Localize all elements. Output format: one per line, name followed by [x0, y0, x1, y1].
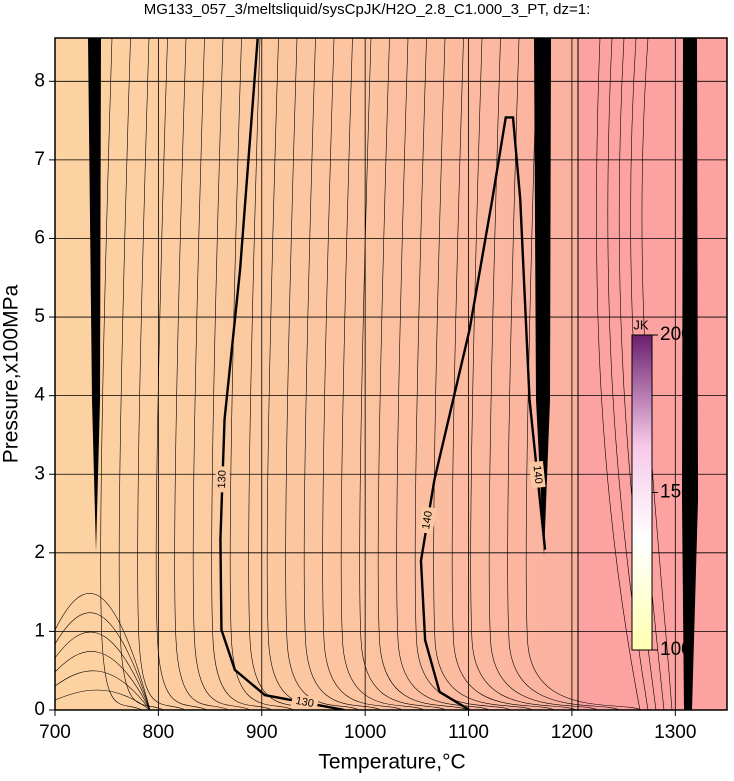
y-tick-label: 5 [34, 306, 45, 327]
contour-minor [451, 38, 555, 710]
x-tick-label: 1100 [448, 722, 489, 743]
contour-minor [55, 670, 151, 710]
contour-label: 140 [420, 510, 435, 530]
contour-minor [229, 38, 295, 710]
y-tick-label: 3 [34, 463, 45, 484]
y-tick-label: 8 [34, 70, 45, 91]
contour-label: 130 [295, 695, 315, 710]
y-tick-label: 6 [34, 227, 45, 248]
contour-minor [248, 38, 316, 710]
contour-minor [433, 38, 533, 710]
dense-band [88, 38, 101, 552]
contour-minor [488, 38, 598, 710]
contour-minor [507, 38, 620, 710]
colorbar-tick-label: 100 [660, 639, 692, 660]
x-tick-label: 1300 [654, 722, 696, 743]
contour-minor [596, 38, 641, 710]
contour-minor [396, 38, 490, 710]
x-axis-label: Temperature,°C [318, 751, 465, 774]
contour-label-bg [528, 460, 546, 489]
x-tick-label: 1200 [551, 722, 593, 743]
dense-band [682, 38, 698, 710]
contour-label-bg [215, 466, 230, 493]
contour-minor [340, 38, 425, 710]
contour-minor [55, 593, 151, 710]
contour-minor [55, 689, 151, 710]
y-axis-label: Pressure,x100MPa [0, 284, 23, 463]
contour-minor [174, 38, 229, 710]
contour-label: 140 [530, 465, 544, 484]
plot-area: 130 130 140 140 [55, 38, 727, 710]
contour-minor [118, 38, 164, 710]
contour-minor [100, 38, 143, 710]
chart-title: MG133_057_3/meltsliquid/sysCpJK/H2O_2.8_… [144, 1, 591, 18]
contour-minor [525, 38, 642, 710]
contour-minor [137, 38, 186, 710]
contour-line [419, 116, 547, 710]
x-tick-label: 900 [246, 722, 278, 743]
colorbar-tick-label: 200 [660, 324, 692, 345]
y-tick-label: 0 [34, 699, 45, 720]
contour-label: 130 [216, 470, 229, 489]
contour-minor [303, 38, 381, 710]
contour-minor [470, 38, 577, 710]
colorbar-label: JK [633, 317, 649, 332]
frame [54, 37, 728, 711]
contour-minor [55, 651, 151, 710]
contour-minor [155, 38, 208, 710]
contour-line [219, 38, 345, 710]
y-tick-label: 2 [34, 542, 45, 563]
colorbar [631, 334, 653, 651]
dense-band [534, 38, 551, 556]
y-tick-label: 4 [34, 385, 45, 406]
x-tick-label: 700 [39, 722, 71, 743]
contour-minor [359, 38, 446, 710]
contour-minor [55, 631, 151, 710]
contour-minor [377, 38, 468, 710]
contour-label-bg [290, 693, 319, 710]
x-tick-label: 800 [143, 722, 175, 743]
contour-minor [211, 38, 273, 710]
contour-minor [414, 38, 512, 710]
contour-minor [192, 38, 251, 710]
colorbar-tick-label: 150 [660, 482, 692, 503]
y-tick-label: 1 [34, 620, 45, 641]
contour-label-bg [418, 506, 437, 535]
x-tick-label: 1000 [344, 722, 386, 743]
contour-minor [285, 38, 360, 710]
contour-minor [322, 38, 403, 710]
y-tick-label: 7 [34, 149, 45, 170]
contour-minor [55, 612, 151, 710]
